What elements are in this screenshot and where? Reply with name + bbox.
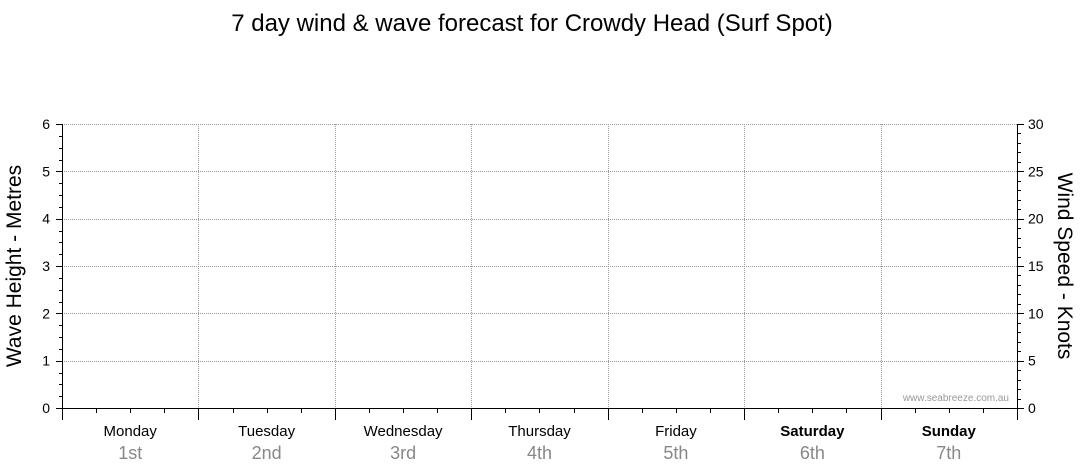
right-tick-label: 10 [1028, 305, 1044, 321]
day-name-label: Sunday [922, 423, 977, 440]
right-tick-label: 0 [1028, 400, 1036, 416]
right-tick-label: 30 [1028, 116, 1044, 132]
left-tick-label: 4 [42, 211, 50, 227]
axis-layer [56, 124, 1024, 420]
left-tick-label: 3 [42, 258, 50, 274]
right-tick-label: 5 [1028, 353, 1036, 369]
left-tick-label: 6 [42, 116, 50, 132]
day-name-label: Saturday [780, 423, 845, 440]
right-tick-label: 25 [1028, 163, 1044, 179]
left-tick-label: 2 [42, 305, 50, 321]
day-date-label: 3rd [390, 443, 416, 463]
day-date-label: 7th [936, 443, 961, 463]
day-name-label: Tuesday [238, 423, 295, 440]
grid-layer [62, 124, 1017, 408]
right-axis-label: Wind Speed - Knots [1053, 173, 1076, 360]
left-tick-label: 1 [42, 353, 50, 369]
day-date-label: 4th [527, 443, 552, 463]
day-date-label: 6th [800, 443, 825, 463]
day-name-label: Wednesday [364, 423, 443, 440]
day-name-label: Thursday [508, 423, 571, 440]
watermark-text: www.seabreeze.com.au [902, 393, 1009, 404]
left-tick-label: 5 [42, 163, 50, 179]
left-tick-label: 0 [42, 400, 50, 416]
day-date-label: 1st [118, 443, 142, 463]
day-date-label: 5th [663, 443, 688, 463]
label-layer: 0 1 2 3 4 5 6 0 5 10 15 20 25 30 Monday 1st Tuesday 2nd We… [42, 116, 1044, 463]
day-name-label: Friday [655, 423, 697, 440]
right-tick-label: 20 [1028, 211, 1044, 227]
day-date-label: 2nd [252, 443, 282, 463]
chart-title: 7 day wind & wave forecast for Crowdy He… [231, 10, 833, 37]
left-axis-label: Wave Height - Metres [3, 165, 26, 367]
right-tick-label: 15 [1028, 258, 1044, 274]
day-name-label: Monday [104, 423, 158, 440]
